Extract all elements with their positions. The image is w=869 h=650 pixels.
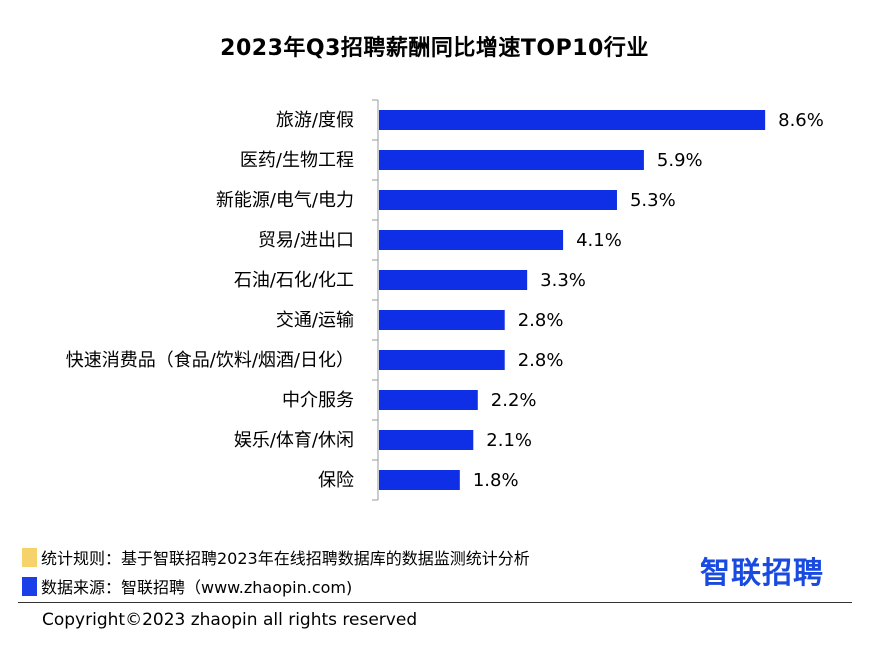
category-label: 旅游/度假 bbox=[276, 110, 354, 131]
value-labels: 8.6% 5.9% 5.3% 4.1% 3.3% 2.8% 2.8% 2.2% 2.1% 1.8% bbox=[473, 110, 824, 491]
bar bbox=[379, 350, 505, 370]
value-label: 2.2% bbox=[491, 390, 537, 411]
source-text: 数据来源：智联招聘（www.zhaopin.com) bbox=[41, 578, 353, 597]
bar bbox=[379, 230, 564, 250]
bar-chart: 旅游/度假医药/生物工程新能源/电气/电力贸易/进出口石油/石化/化工交通/运输… bbox=[66, 99, 824, 501]
category-labels: 旅游/度假医药/生物工程新能源/电气/电力贸易/进出口石油/石化/化工交通/运输… bbox=[66, 110, 354, 491]
category-label: 交通/运输 bbox=[276, 310, 354, 331]
source-legend-square bbox=[22, 576, 37, 596]
chart-title: 2023年Q3招聘薪酬同比增速TOP10行业 bbox=[220, 36, 649, 61]
copyright-text: Copyright©2023 zhaopin all rights reserv… bbox=[42, 610, 418, 630]
bar bbox=[379, 430, 474, 450]
value-label: 5.3% bbox=[630, 190, 676, 211]
bar bbox=[379, 310, 505, 330]
category-axis-ticks bbox=[372, 99, 378, 501]
bar-series bbox=[379, 110, 766, 490]
footer-source-row: 数据来源：智联招聘（www.zhaopin.com) bbox=[22, 574, 352, 598]
value-label: 8.6% bbox=[778, 110, 824, 131]
bar bbox=[379, 150, 644, 170]
value-label: 5.9% bbox=[657, 150, 703, 171]
category-label: 新能源/电气/电力 bbox=[216, 190, 354, 211]
bar bbox=[379, 270, 528, 290]
footer-rule-row: 统计规则：基于智联招聘2023年在线招聘数据库的数据监测统计分析 bbox=[22, 545, 530, 569]
footer-divider bbox=[18, 602, 852, 603]
value-label: 2.8% bbox=[518, 310, 564, 331]
rule-legend-square bbox=[22, 547, 37, 567]
bar bbox=[379, 110, 766, 130]
category-label: 中介服务 bbox=[282, 390, 354, 411]
zhaopin-logo: 智联招聘 bbox=[700, 556, 824, 591]
value-label: 3.3% bbox=[540, 270, 586, 291]
category-label: 保险 bbox=[318, 470, 354, 491]
rule-text: 统计规则：基于智联招聘2023年在线招聘数据库的数据监测统计分析 bbox=[41, 549, 530, 568]
value-label: 1.8% bbox=[473, 470, 519, 491]
bar bbox=[379, 390, 478, 410]
category-label: 快速消费品（食品/饮料/烟酒/日化） bbox=[66, 350, 354, 371]
category-label: 石油/石化/化工 bbox=[234, 270, 354, 291]
category-label: 医药/生物工程 bbox=[240, 150, 354, 171]
bar bbox=[379, 470, 460, 490]
value-label: 4.1% bbox=[576, 230, 622, 251]
bar bbox=[379, 190, 617, 210]
category-label: 贸易/进出口 bbox=[258, 230, 354, 251]
value-label: 2.8% bbox=[518, 350, 564, 371]
category-label: 娱乐/体育/休闲 bbox=[234, 430, 354, 451]
value-label: 2.1% bbox=[486, 430, 532, 451]
